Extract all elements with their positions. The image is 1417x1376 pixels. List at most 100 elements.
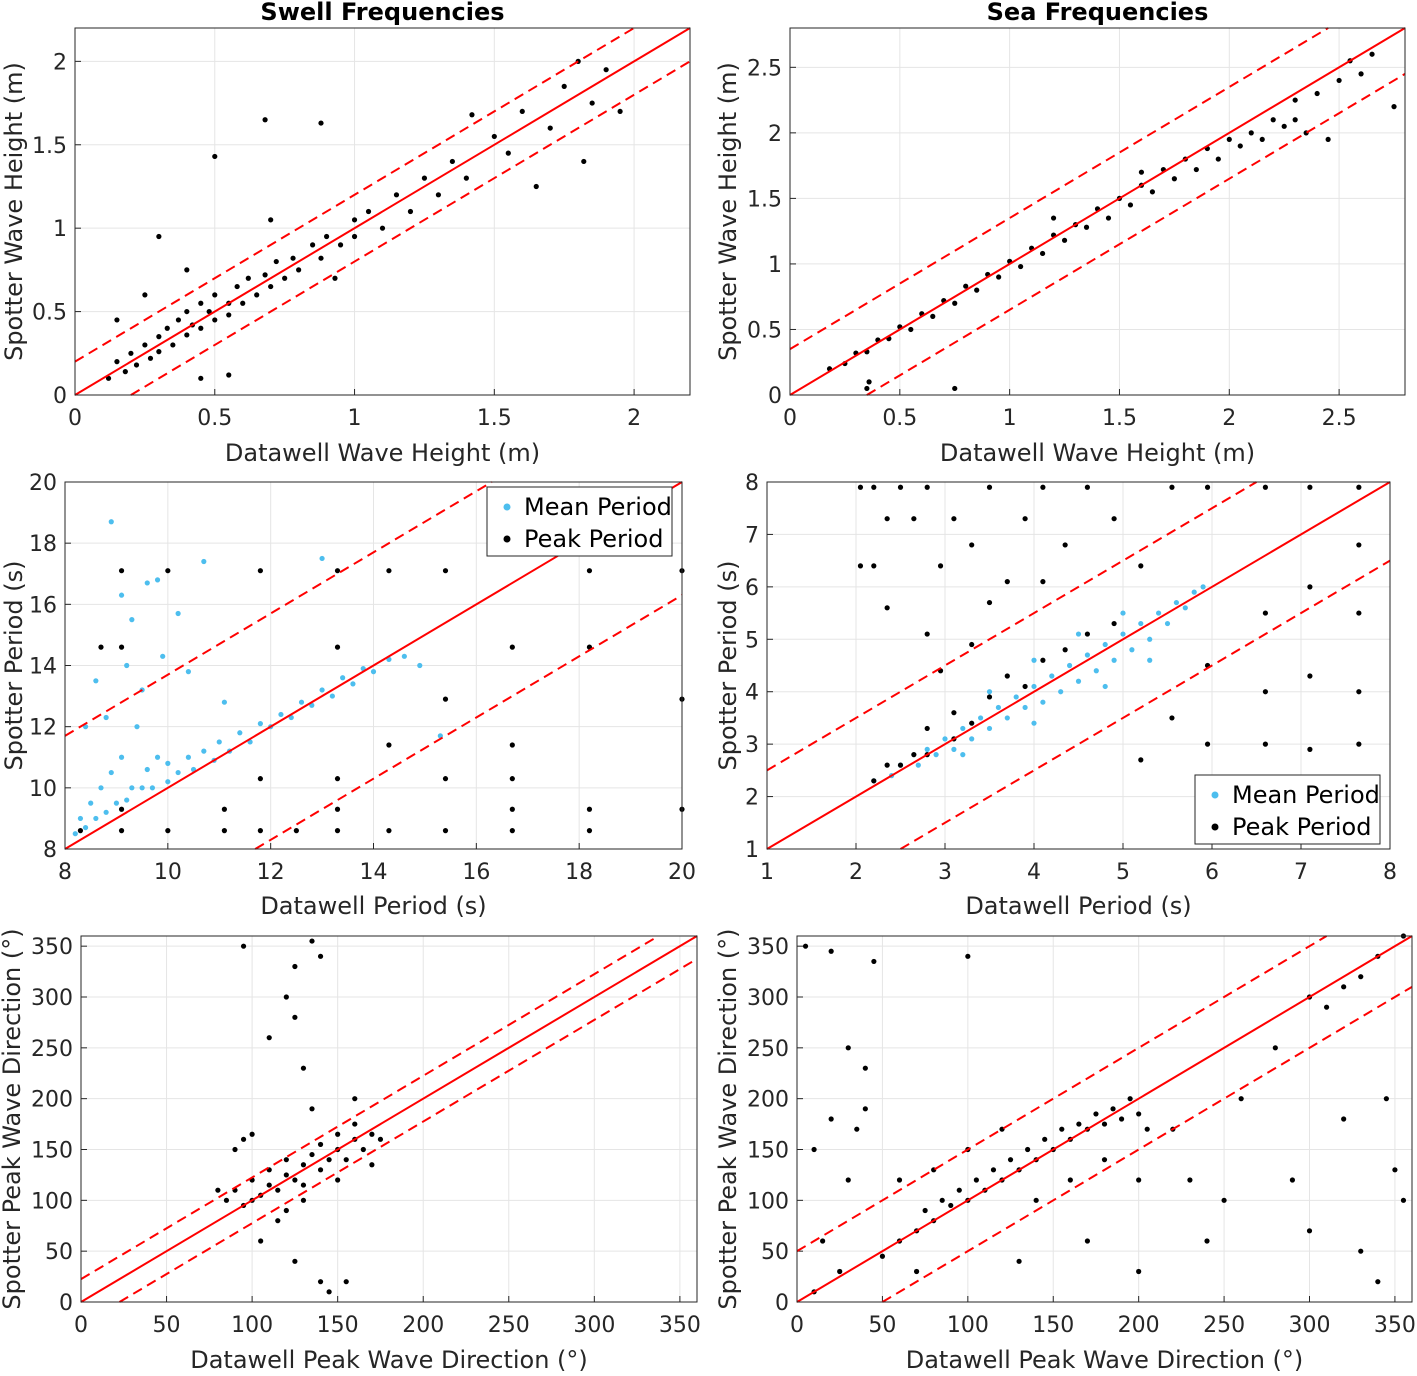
data-point [1173, 599, 1179, 606]
x-tick-label: 250 [488, 1313, 530, 1338]
data-point [118, 644, 125, 650]
data-layer [74, 27, 691, 396]
data-point [1270, 117, 1276, 123]
data-point [154, 754, 161, 760]
data-point [897, 484, 904, 490]
data-point [1040, 484, 1046, 490]
x-tick-label: 10 [154, 860, 182, 885]
lower-bound-line [254, 594, 683, 850]
data-point [1084, 484, 1090, 490]
subplot-3: 8 10 12 14 16 18 20 8 10 12 14 16 18 20 Datawell Perio… [0, 471, 696, 920]
data-point [118, 754, 125, 760]
data-point [1084, 631, 1090, 637]
data-point [956, 1187, 962, 1193]
y-tick-label: 18 [29, 532, 57, 557]
data-point [234, 283, 240, 290]
data-point [165, 828, 171, 834]
data-point [98, 644, 104, 650]
data-point [1262, 689, 1268, 695]
data-point [1018, 263, 1024, 270]
data-layer [80, 935, 698, 1303]
y-tick-label: 0 [768, 384, 782, 409]
data-point [1356, 542, 1362, 548]
data-point [1325, 136, 1331, 143]
data-point [72, 831, 78, 837]
subplot-6: 0 50 100 150 200 250 300 350 0 50 100 150 200 250 300 3… [714, 928, 1416, 1374]
data-point [401, 653, 407, 659]
data-point [1307, 746, 1313, 752]
data-point [871, 484, 877, 490]
data-point [603, 67, 609, 73]
data-point [185, 669, 191, 675]
subplot-5: 0 50 100 150 200 250 300 350 0 50 100 150 200 250 300 3… [0, 928, 701, 1374]
data-point [1040, 657, 1046, 663]
axes-box [80, 935, 698, 1303]
data-point [245, 275, 251, 281]
y-axis-label: Spotter Period (s) [0, 561, 28, 771]
data-point [1281, 123, 1287, 129]
data-point [369, 1131, 375, 1137]
legend-marker [503, 503, 511, 511]
y-axis-label: Spotter Wave Height (m) [714, 62, 742, 361]
series-wave-height [105, 58, 623, 381]
data-point [240, 943, 247, 949]
data-point [435, 192, 442, 198]
data-point [871, 958, 877, 965]
data-point [323, 233, 330, 240]
data-point [1307, 584, 1313, 590]
data-point [1058, 689, 1064, 695]
data-point [1111, 657, 1117, 663]
legend-marker [503, 535, 511, 543]
one-to-one-line [80, 935, 698, 1303]
data-point [1025, 1146, 1031, 1153]
x-axis-label: Datawell Peak Wave Direction (°) [906, 1346, 1304, 1374]
data-point [317, 1167, 324, 1173]
data-point [1314, 90, 1320, 97]
data-point [1040, 579, 1046, 585]
data-point [442, 696, 449, 702]
data-point [952, 300, 958, 306]
data-point [386, 568, 392, 574]
data-point [1221, 1197, 1227, 1203]
data-point [113, 800, 120, 806]
y-tick-label: 1 [768, 253, 782, 278]
data-point [933, 752, 939, 758]
data-point [1383, 1096, 1389, 1102]
data-point [1040, 699, 1046, 705]
data-point [1200, 584, 1206, 590]
data-point [340, 675, 346, 681]
data-point [254, 292, 260, 298]
data-point [184, 332, 190, 338]
data-point [215, 1187, 221, 1193]
data-point [866, 379, 872, 385]
data-point [319, 687, 325, 693]
data-point [351, 217, 358, 223]
series-peak-period [77, 568, 685, 834]
data-point [360, 1146, 366, 1153]
data-point [184, 308, 190, 315]
data-point [951, 516, 957, 522]
data-point [939, 1197, 945, 1203]
data-point [969, 736, 975, 742]
data-point [352, 1121, 358, 1127]
data-point [266, 1182, 272, 1188]
series-peak-direction [802, 933, 1407, 1295]
data-point [1356, 741, 1362, 747]
data-point [160, 653, 166, 659]
data-point [1289, 1177, 1296, 1183]
data-point [1031, 657, 1037, 663]
data-point [118, 806, 125, 812]
legend-entry: Peak Period [524, 525, 663, 553]
data-point [417, 662, 423, 669]
data-point [879, 1253, 886, 1259]
data-point [969, 542, 975, 548]
data-point [133, 362, 140, 368]
x-tick-label: 2 [849, 860, 863, 885]
data-point [1093, 1111, 1099, 1117]
data-point [156, 233, 162, 240]
data-point [118, 828, 125, 834]
data-point [198, 300, 204, 306]
data-point [857, 563, 864, 569]
x-tick-label: 1 [760, 860, 774, 885]
